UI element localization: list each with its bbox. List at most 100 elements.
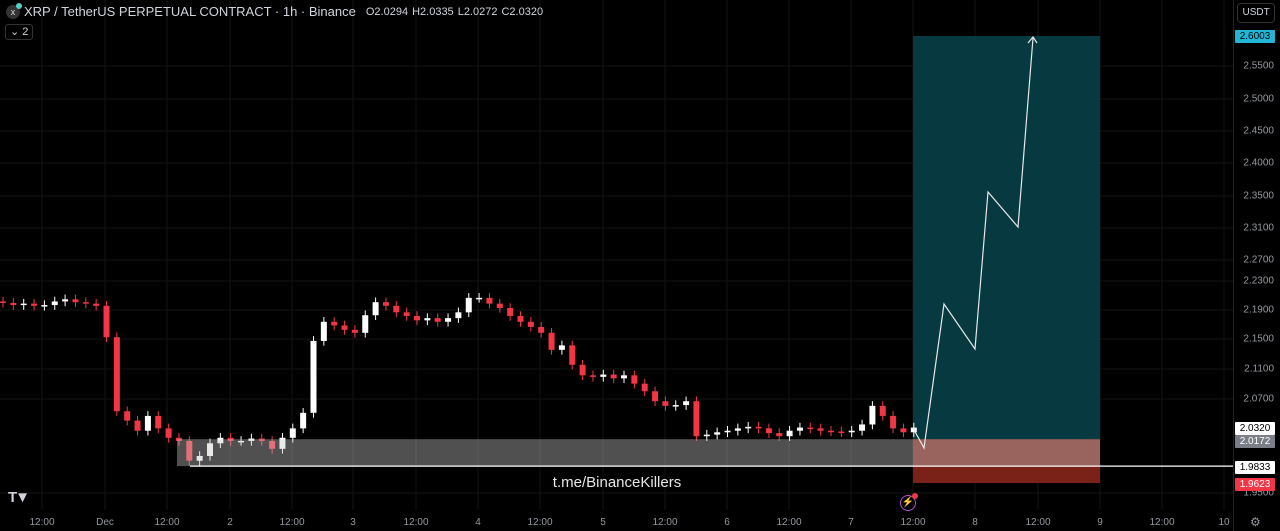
price-label: 2.1500	[1243, 333, 1274, 345]
candle-body	[796, 427, 803, 431]
candle-body	[144, 415, 151, 431]
chart-legend: x XRP / TetherUS PERPETUAL CONTRACT · 1h…	[6, 2, 547, 19]
candle-body	[238, 440, 245, 443]
candle-body	[113, 337, 120, 412]
stop-zone	[913, 439, 1100, 484]
candle-body	[507, 307, 514, 316]
symbol-title[interactable]: XRP / TetherUS PERPETUAL CONTRACT · 1h ·…	[24, 4, 356, 19]
time-label: 12:00	[527, 517, 553, 528]
candle-body	[82, 302, 89, 304]
candle-body	[900, 428, 907, 433]
candle-body	[207, 443, 213, 456]
candle-body	[548, 332, 555, 350]
candle-body	[476, 297, 483, 300]
price-label: 2.0700	[1243, 393, 1274, 405]
candle-body	[631, 375, 638, 384]
candle-body	[134, 420, 141, 431]
candle-body	[31, 303, 38, 306]
candle-body	[0, 301, 6, 303]
price-label: 2.2700	[1243, 254, 1274, 266]
candle-body	[248, 438, 255, 441]
candle-body	[341, 325, 348, 330]
watermark: t.me/BinanceKillers	[552, 474, 682, 491]
candle-body	[196, 455, 203, 461]
candle-body	[331, 321, 338, 326]
price-label: 2.1100	[1244, 363, 1274, 375]
candle-body	[414, 315, 420, 321]
candle-body	[465, 297, 472, 313]
time-label: 12:00	[403, 517, 429, 528]
candle-body	[890, 415, 897, 429]
candle-body	[538, 326, 545, 333]
time-label: 3	[350, 517, 356, 528]
candle-body	[124, 411, 131, 421]
time-label: 12:00	[652, 517, 678, 528]
candle-body	[859, 424, 866, 431]
candle-body	[362, 315, 369, 333]
price-label: 2.4000	[1243, 157, 1274, 169]
candle-body	[652, 391, 659, 402]
candle-body	[424, 318, 431, 321]
candle-body	[455, 312, 462, 319]
candle-body	[527, 321, 534, 327]
settings-icon[interactable]: ⚙	[1250, 515, 1261, 529]
time-label: 4	[475, 517, 481, 528]
candle-body	[103, 305, 110, 338]
indicators-collapse-button[interactable]: ⌄ 2	[5, 24, 34, 40]
candle-body	[558, 345, 565, 350]
candle-body	[724, 430, 731, 433]
candle-body	[869, 405, 876, 425]
time-label: 12:00	[776, 517, 802, 528]
time-label: 10	[1218, 517, 1230, 528]
candle-body	[300, 412, 307, 429]
candle-body	[186, 440, 193, 461]
candle-body	[683, 401, 690, 406]
candle-body	[351, 329, 358, 333]
candle-body	[786, 430, 793, 437]
candle-body	[258, 438, 265, 441]
price-label: 2.5500	[1243, 60, 1274, 72]
time-label: 5	[600, 517, 606, 528]
target-zone	[913, 36, 1100, 440]
currency-select[interactable]: USDT ⌄	[1237, 3, 1275, 36]
candle-body	[51, 301, 58, 306]
candle-body	[227, 437, 234, 441]
price-label: 2.2300	[1243, 275, 1274, 287]
time-label: 9	[1097, 517, 1103, 528]
candle-body	[807, 427, 814, 430]
candle-body	[72, 299, 79, 303]
candle-body	[641, 383, 648, 392]
candle-body	[589, 375, 596, 377]
candle-body	[879, 405, 886, 416]
candle-body	[610, 374, 617, 379]
candle-body	[755, 426, 762, 429]
time-label: 12:00	[900, 517, 926, 528]
price-tag: 2.0320	[1235, 422, 1275, 435]
candle-body	[579, 364, 586, 376]
candle-body	[217, 437, 224, 444]
candle-body	[496, 303, 503, 308]
candle-body	[393, 305, 400, 313]
candle-body	[445, 318, 452, 322]
candle-body	[817, 428, 824, 431]
tradingview-logo[interactable]: T▼	[8, 489, 30, 506]
candle-body	[175, 437, 182, 441]
price-tag: 1.9833	[1235, 461, 1275, 474]
price-chart[interactable]	[0, 0, 1233, 531]
candle-body	[828, 430, 834, 433]
price-axis[interactable]: 2.5500 2.5000 2.4500 2.4000 2.3500 2.3100 2.27…	[1233, 0, 1280, 531]
candle-body	[93, 303, 100, 306]
price-tag: 2.0172	[1235, 435, 1275, 448]
chevron-down-icon: ⌄	[10, 26, 20, 38]
candle-body	[569, 345, 576, 365]
candle-body	[838, 431, 845, 434]
lightning-icon[interactable]: ⚡	[900, 493, 918, 511]
time-label: 12:00	[1149, 517, 1175, 528]
candle-body	[517, 315, 524, 322]
candle-body	[382, 302, 389, 306]
time-label: 6	[724, 517, 730, 528]
time-label: 12:00	[279, 517, 305, 528]
candle-body	[20, 303, 27, 306]
projection-path	[912, 37, 1034, 450]
candle-body	[693, 401, 700, 437]
